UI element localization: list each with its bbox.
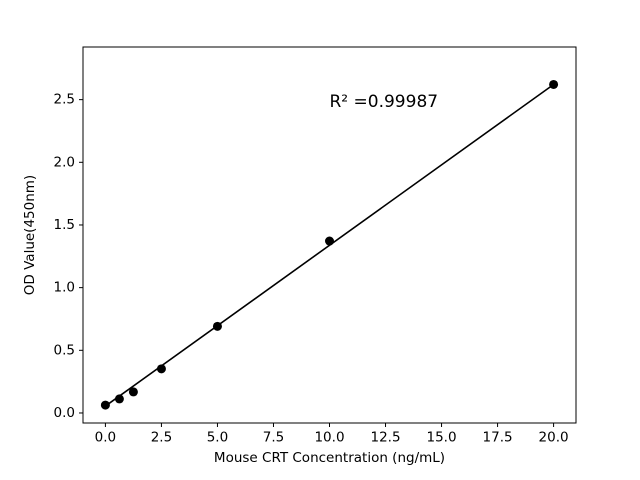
- y-axis: 0.0 0.5 1.0 1.5 2.0 2.5: [54, 92, 83, 421]
- y-tick-label: 1.5: [54, 217, 75, 233]
- y-tick-label: 2.5: [54, 92, 75, 108]
- y-tick-label: 0.5: [54, 342, 75, 358]
- x-tick-label: 10.0: [314, 430, 344, 446]
- x-axis-label: Mouse CRT Concentration (ng/mL): [213, 450, 446, 466]
- x-tick-label: 2.5: [151, 430, 172, 446]
- data-point: [100, 400, 110, 410]
- data-point: [212, 321, 222, 331]
- y-axis-label: OD Value(450nm): [22, 174, 38, 296]
- x-tick-label: 7.5: [263, 430, 284, 446]
- x-tick-label: 15.0: [427, 430, 457, 446]
- data-points: [100, 79, 559, 410]
- y-tick-label: 1.0: [54, 280, 75, 296]
- data-point: [325, 236, 334, 246]
- x-tick-label: 0.0: [95, 430, 116, 446]
- x-tick-label: 20.0: [539, 430, 569, 446]
- data-point: [128, 387, 138, 397]
- y-tick-label: 0.0: [54, 405, 75, 421]
- y-tick-label: 2.0: [54, 154, 75, 170]
- data-point: [156, 364, 166, 374]
- x-tick-label: 5.0: [207, 430, 228, 446]
- data-point: [549, 79, 559, 89]
- x-tick-label: 12.5: [370, 430, 400, 446]
- x-tick-label: 17.5: [483, 430, 513, 446]
- data-point: [114, 394, 124, 404]
- x-axis: 0.0 2.5 5.0 7.5 10.0 12.5 15.0 17.5 20.0: [95, 423, 569, 446]
- r-squared-annotation: R² =0.99987: [329, 92, 439, 113]
